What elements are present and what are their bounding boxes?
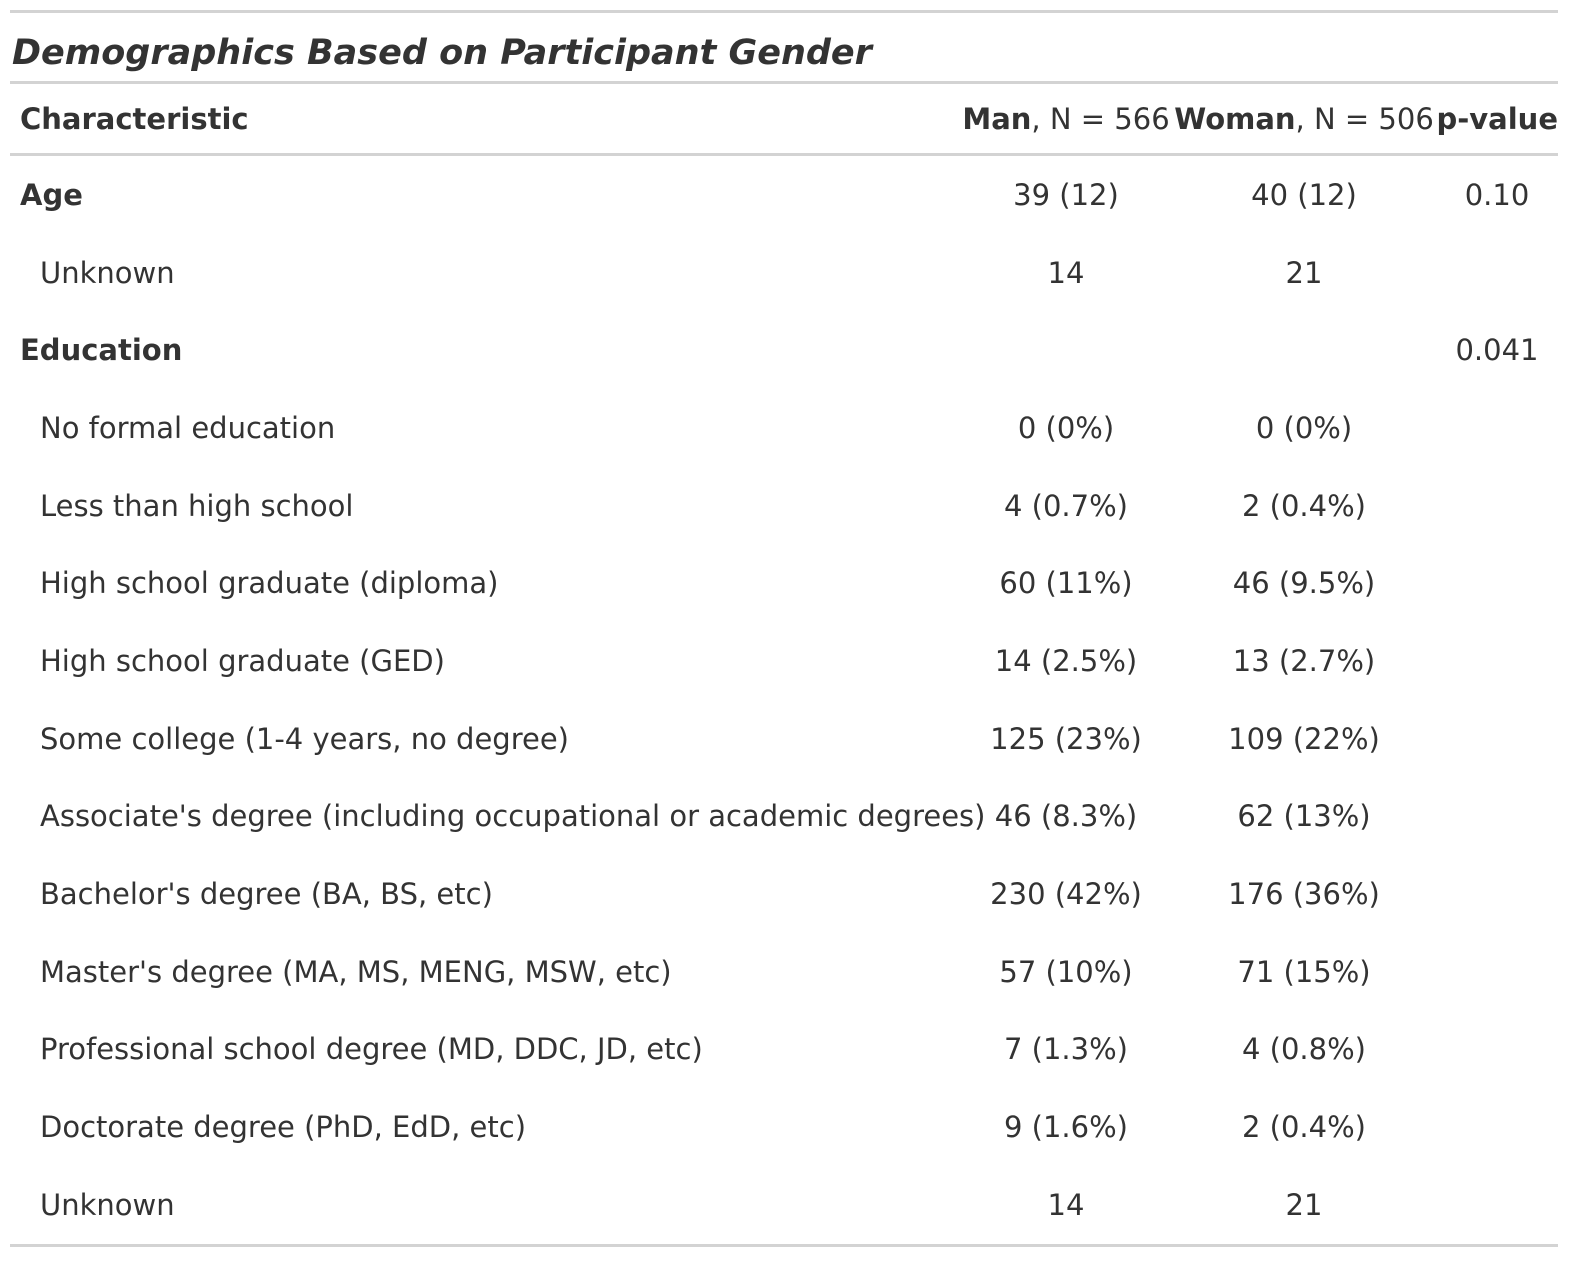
row-woman-value: 62 (13%) [1237,799,1371,834]
row-woman-value: 2 (0.4%) [1242,488,1366,523]
row-man-value: 0 (0%) [1017,410,1115,445]
row-label: Unknown [40,1187,175,1222]
table-title: Demographics Based on Participant Gender [10,13,1558,84]
row-p-value [1436,1011,1558,1089]
top-rule [10,10,1558,13]
row-label: Associate's degree (including occupation… [40,799,986,834]
row-man-value: 4 (0.7%) [1004,488,1128,523]
row-man-value: 230 (42%) [990,877,1142,912]
header-woman: Woman, N = 506 [1172,84,1436,156]
header-woman-n: , N = 506 [1295,101,1434,136]
row-label: High school graduate (GED) [40,643,445,678]
table-row: Age 39 (12) 40 (12) 0.10 [10,155,1558,234]
table-row: Associate's degree (including occupation… [10,778,1558,856]
row-man-value: 57 (10%) [999,954,1133,989]
table-row: Professional school degree (MD, DDC, JD,… [10,1011,1558,1089]
table-row: Unknown 14 21 [10,234,1558,312]
header-p-value: p-value [1436,84,1558,156]
table-row: High school graduate (GED) 14 (2.5%) 13 … [10,622,1558,700]
row-label: Less than high school [40,488,354,523]
row-woman-value: 176 (36%) [1228,877,1380,912]
row-man-value: 14 [1047,255,1085,290]
summary-table: Characteristic Man, N = 566 Woman, N = 5… [10,84,1558,1244]
row-label: Doctorate degree (PhD, EdD, etc) [40,1110,527,1145]
row-label: Some college (1-4 years, no degree) [40,721,569,756]
row-label: Unknown [40,255,175,290]
row-woman-value: 109 (22%) [1228,721,1380,756]
row-man-value: 7 (1.3%) [1004,1032,1128,1067]
row-label: High school graduate (diploma) [40,566,499,601]
row-p-value [1436,933,1558,1011]
header-row: Characteristic Man, N = 566 Woman, N = 5… [10,84,1558,156]
row-man-value: 60 (11%) [999,566,1133,601]
table-row: Some college (1-4 years, no degree) 125 … [10,700,1558,778]
row-p-value [1436,389,1558,467]
row-p-value [1436,778,1558,856]
table-row: Less than high school 4 (0.7%) 2 (0.4%) [10,467,1558,545]
row-p-value [1436,622,1558,700]
row-label: Professional school degree (MD, DDC, JD,… [40,1032,703,1067]
demographics-table: Demographics Based on Participant Gender… [10,10,1558,1247]
row-man-value: 125 (23%) [990,721,1142,756]
row-woman-value: 0 (0%) [1255,410,1353,445]
table-row: No formal education 0 (0%) 0 (0%) [10,389,1558,467]
table-row: Unknown 14 21 [10,1166,1558,1244]
table-row: Master's degree (MA, MS, MENG, MSW, etc)… [10,933,1558,1011]
header-man: Man, N = 566 [960,84,1172,156]
row-woman-value: 71 (15%) [1237,954,1371,989]
row-p-value [1436,1166,1558,1244]
row-man-value: 39 (12) [1013,177,1119,212]
row-woman-value: 4 (0.8%) [1242,1032,1366,1067]
table-row: Bachelor's degree (BA, BS, etc) 230 (42%… [10,855,1558,933]
row-man-value: 14 (2.5%) [994,643,1138,678]
row-man-value [960,311,1172,389]
row-label: Education [20,333,183,368]
header-man-label: Man [962,101,1032,136]
row-p-value [1436,467,1558,545]
table-row: Doctorate degree (PhD, EdD, etc) 9 (1.6%… [10,1088,1558,1166]
row-woman-value: 2 (0.4%) [1242,1110,1366,1145]
row-p-value [1436,855,1558,933]
row-woman-value: 40 (12) [1251,177,1357,212]
row-woman-value: 13 (2.7%) [1232,643,1376,678]
row-label: Bachelor's degree (BA, BS, etc) [40,877,493,912]
row-p-value [1436,700,1558,778]
row-p-value [1436,544,1558,622]
row-woman-value: 46 (9.5%) [1232,566,1376,601]
header-characteristic: Characteristic [10,84,960,156]
row-label: Age [20,177,83,212]
header-man-n: , N = 566 [1031,101,1170,136]
table-row: Education 0.041 [10,311,1558,389]
row-p-value [1436,1088,1558,1166]
row-man-value: 46 (8.3%) [994,799,1138,834]
header-woman-label: Woman [1174,101,1296,136]
row-p-value: 0.10 [1464,177,1530,212]
row-man-value: 14 [1047,1187,1085,1222]
row-woman-value: 21 [1285,255,1323,290]
row-woman-value: 21 [1285,1187,1323,1222]
row-woman-value [1172,311,1436,389]
row-label: Master's degree (MA, MS, MENG, MSW, etc) [40,954,672,989]
bottom-rule [10,1243,1558,1247]
row-man-value: 9 (1.6%) [1004,1110,1128,1145]
row-label: No formal education [40,410,336,445]
row-p-value [1436,234,1558,312]
row-p-value: 0.041 [1455,333,1539,368]
table-row: High school graduate (diploma) 60 (11%) … [10,544,1558,622]
